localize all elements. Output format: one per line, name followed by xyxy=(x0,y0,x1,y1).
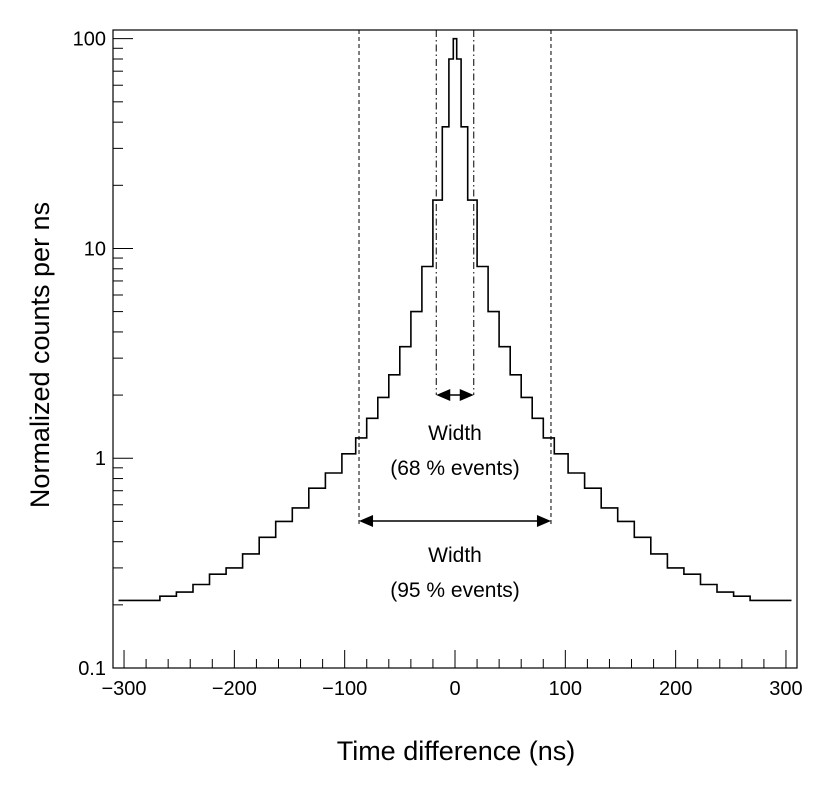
y-tick-label: 1 xyxy=(95,448,106,470)
series-layer xyxy=(118,37,792,602)
x-tick-label: 0 xyxy=(449,678,460,700)
x-tick-label: 100 xyxy=(549,678,582,700)
arrow-head-left xyxy=(436,389,451,401)
width-markers xyxy=(358,30,552,527)
annotation-text: (68 % events) xyxy=(390,457,520,480)
x-tick-label: 200 xyxy=(659,678,692,700)
arrow-head-right xyxy=(536,515,551,527)
x-tick-label: 300 xyxy=(769,678,802,700)
annotation-text: Width xyxy=(428,544,482,567)
width68-arrow xyxy=(436,389,474,401)
axes-layer: −300 −200 −100 0 100 200 300 0.1 1 10 100 xyxy=(73,29,803,700)
arrow-head-left xyxy=(359,515,374,527)
annotation-text: (95 % events) xyxy=(390,579,520,602)
annotation-text: Width xyxy=(428,422,482,445)
y-tick-label: 100 xyxy=(73,29,106,51)
arrow-head-right xyxy=(459,389,474,401)
series-line xyxy=(118,37,792,602)
plot-frame xyxy=(112,29,798,669)
x-tick-label: −100 xyxy=(322,678,367,700)
x-tick-label: −200 xyxy=(212,678,257,700)
annotations: Width (68 % events) Width (95 % events) xyxy=(390,422,520,602)
x-tick-label: −300 xyxy=(102,678,147,700)
x-axis-title: Time difference (ns) xyxy=(337,736,576,766)
y-tick-label: 10 xyxy=(84,238,106,260)
y-tick-label: 0.1 xyxy=(78,658,106,680)
y-axis-title: Normalized counts per ns xyxy=(25,202,55,508)
width95-arrow xyxy=(359,515,551,527)
